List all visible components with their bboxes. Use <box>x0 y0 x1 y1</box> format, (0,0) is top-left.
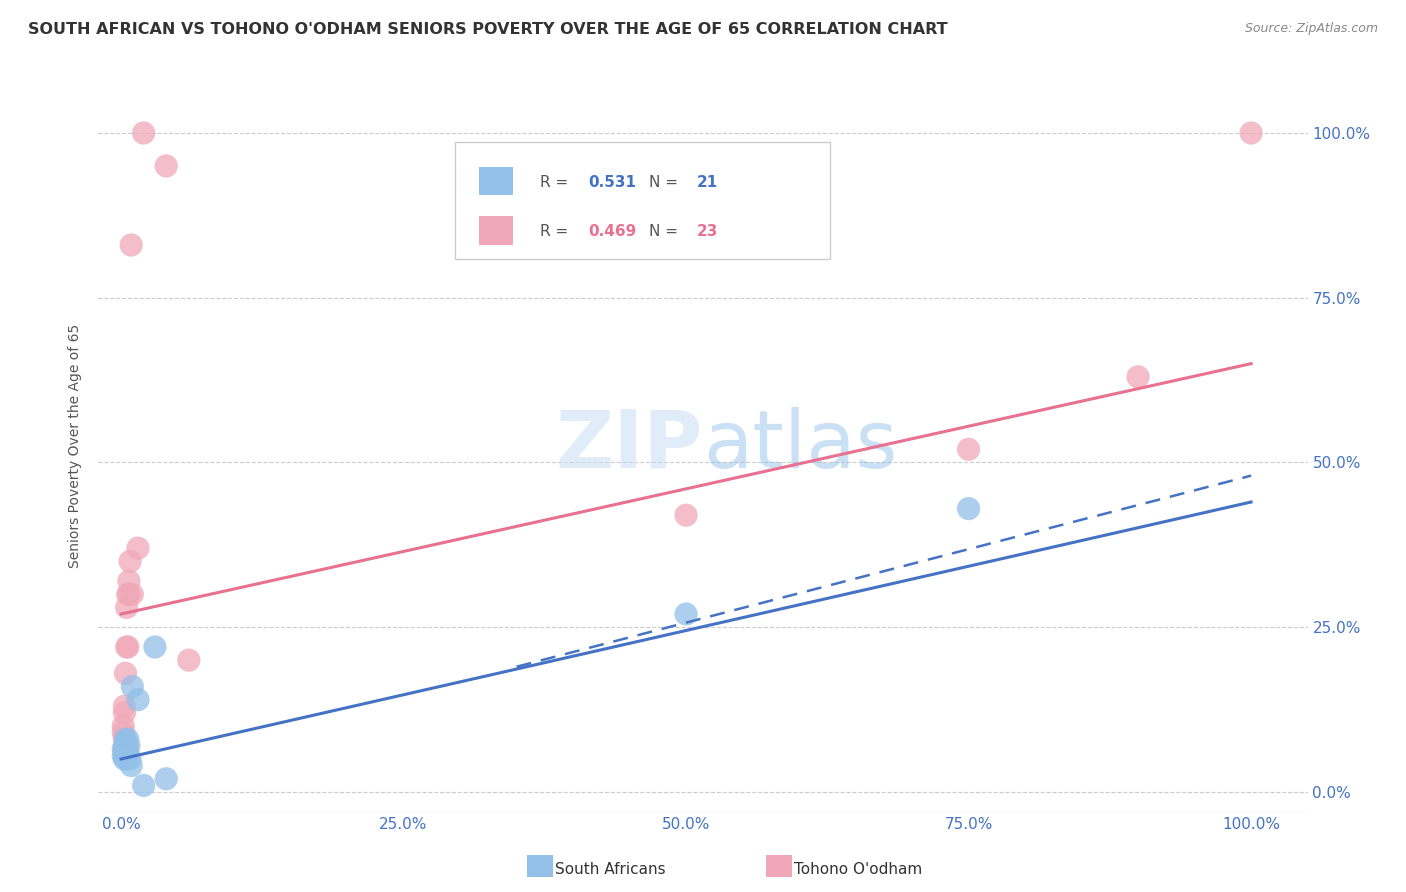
Point <box>675 508 697 523</box>
Point <box>120 752 142 766</box>
Point <box>115 640 138 654</box>
Point <box>118 574 141 588</box>
Point <box>117 587 139 601</box>
Point <box>112 719 135 733</box>
Point <box>957 501 980 516</box>
Text: SOUTH AFRICAN VS TOHONO O'ODHAM SENIORS POVERTY OVER THE AGE OF 65 CORRELATION C: SOUTH AFRICAN VS TOHONO O'ODHAM SENIORS … <box>28 22 948 37</box>
Text: Source: ZipAtlas.com: Source: ZipAtlas.com <box>1244 22 1378 36</box>
Point <box>118 739 141 753</box>
Point <box>117 732 139 747</box>
Text: ZIP: ZIP <box>555 407 703 485</box>
Point <box>112 732 135 747</box>
Text: South Africans: South Africans <box>555 863 666 877</box>
Text: Tohono O'odham: Tohono O'odham <box>794 863 922 877</box>
Point <box>115 739 138 753</box>
Point <box>118 587 141 601</box>
Text: atlas: atlas <box>703 407 897 485</box>
Point <box>120 554 142 568</box>
Point <box>121 680 143 694</box>
Point <box>132 126 155 140</box>
Point <box>121 587 143 601</box>
Point <box>120 758 142 772</box>
Point <box>112 725 135 739</box>
Point <box>120 238 142 252</box>
Point <box>117 640 139 654</box>
Point <box>155 772 177 786</box>
Y-axis label: Seniors Poverty Over the Age of 65: Seniors Poverty Over the Age of 65 <box>69 324 83 568</box>
FancyBboxPatch shape <box>456 143 830 260</box>
Point <box>957 442 980 457</box>
Text: R =: R = <box>540 175 572 190</box>
Point <box>1126 369 1149 384</box>
Text: N =: N = <box>648 175 682 190</box>
Point <box>112 746 135 760</box>
Point <box>127 692 149 706</box>
Point <box>112 699 135 714</box>
Point <box>114 666 136 681</box>
Point <box>114 732 136 747</box>
Text: 21: 21 <box>697 175 718 190</box>
Point <box>112 739 135 753</box>
Point <box>117 746 139 760</box>
Text: 23: 23 <box>697 224 718 239</box>
Point <box>112 748 135 763</box>
Point <box>127 541 149 556</box>
Point <box>112 706 135 720</box>
Text: N =: N = <box>648 224 682 239</box>
Point <box>177 653 200 667</box>
Point <box>143 640 166 654</box>
Point <box>1240 126 1263 140</box>
Point <box>132 778 155 792</box>
Point <box>675 607 697 621</box>
FancyBboxPatch shape <box>479 216 513 245</box>
Point <box>115 600 138 615</box>
Point <box>155 159 177 173</box>
Point <box>115 752 138 766</box>
Text: R =: R = <box>540 224 572 239</box>
Text: 0.531: 0.531 <box>588 175 636 190</box>
Point <box>112 752 135 766</box>
FancyBboxPatch shape <box>479 167 513 195</box>
Text: 0.469: 0.469 <box>588 224 637 239</box>
Point <box>114 746 136 760</box>
Point <box>112 742 135 756</box>
